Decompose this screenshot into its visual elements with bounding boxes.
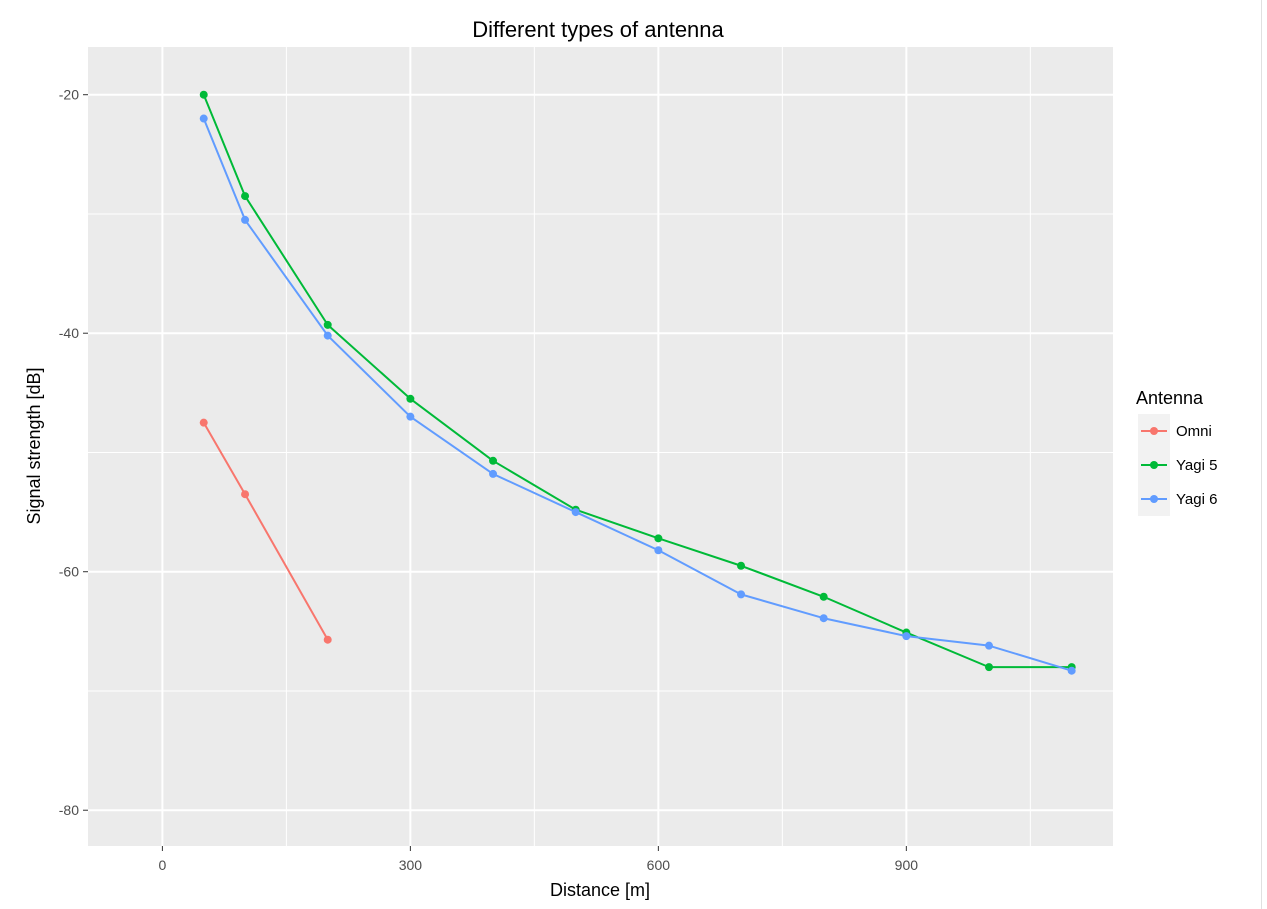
legend-label-omni: Omni [1176,423,1212,440]
data-point-yagi-6 [406,412,415,421]
legend-key-point [1150,427,1158,435]
y-tick-label: -20 [59,87,79,103]
data-point-yagi-6 [1067,666,1076,675]
data-point-yagi-5 [199,90,208,99]
x-tick-label: 0 [158,857,166,873]
x-tick-label: 600 [647,857,671,873]
data-point-yagi-6 [489,469,498,478]
legend-title: Antenna [1136,388,1204,408]
grid-lines [88,47,1113,846]
data-point-yagi-6 [571,508,580,517]
x-axis-title: Distance [m] [550,880,650,900]
x-axis: 0 300 600 900 [158,846,918,873]
data-point-yagi-5 [489,456,498,465]
divider [1261,0,1262,909]
data-point-yagi-6 [654,546,663,555]
y-tick-label: -40 [59,325,79,341]
series-line-yagi-6 [202,118,1072,672]
legend-key-point [1150,495,1158,503]
legend-item-yagi-5: Yagi 5 [1138,448,1217,482]
data-point-yagi-6 [241,215,250,224]
data-point-yagi-6 [199,114,208,123]
series-layer [199,90,1076,675]
data-point-omni [241,490,250,499]
data-point-omni [199,418,208,427]
series-omni [199,418,332,644]
legend-item-omni: Omni [1138,414,1212,448]
chart-title: Different types of antenna [472,17,724,42]
y-axis: -20 -40 -60 -80 [59,87,88,818]
data-point-yagi-6 [819,614,828,623]
y-tick-label: -60 [59,564,79,580]
x-tick-label: 300 [399,857,423,873]
data-point-yagi-6 [737,590,746,599]
data-point-yagi-5 [819,592,828,601]
data-point-yagi-5 [985,663,994,672]
legend-item-yagi-6: Yagi 6 [1138,482,1217,516]
data-point-yagi-6 [902,632,911,641]
data-point-yagi-5 [323,320,332,329]
data-point-omni [323,635,332,644]
legend-items: Omni Yagi 5 Yagi 6 [1138,414,1217,516]
legend-key-point [1150,461,1158,469]
y-axis-title: Signal strength [dB] [24,367,44,524]
x-tick-label: 900 [895,857,919,873]
legend-label-yagi-6: Yagi 6 [1176,491,1217,508]
series-yagi-6 [199,114,1076,675]
data-point-yagi-5 [654,534,663,543]
data-point-yagi-5 [241,192,250,201]
legend: Antenna Omni Yagi 5 Yagi 6 [1136,388,1217,516]
y-tick-label: -80 [59,802,79,818]
legend-label-yagi-5: Yagi 5 [1176,457,1217,474]
data-point-yagi-5 [737,561,746,570]
data-point-yagi-6 [323,331,332,340]
data-point-yagi-6 [985,641,994,650]
data-point-yagi-5 [406,394,415,403]
plot-panel [88,47,1113,846]
